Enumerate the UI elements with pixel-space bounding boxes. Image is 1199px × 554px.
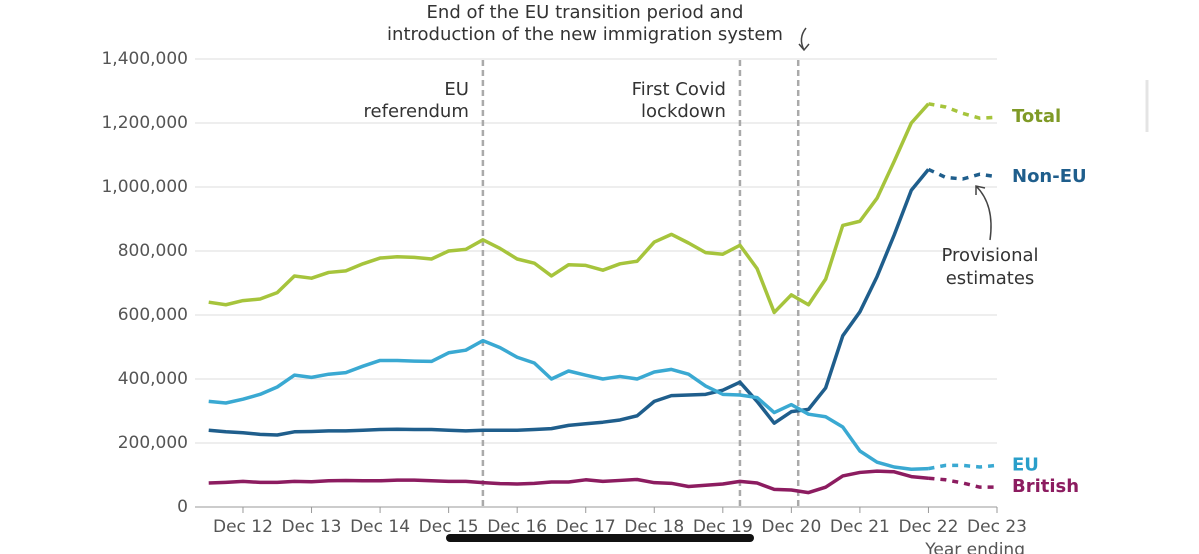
scrollbar [446, 534, 754, 542]
provisional-line [927, 167, 998, 181]
x-tick-label: Dec 17 [556, 517, 616, 537]
note-label: Provisional [941, 245, 1038, 266]
x-tick-label: Dec 23 [967, 517, 1027, 537]
note-label: estimates [946, 268, 1035, 289]
legend-label: Total [1012, 106, 1061, 127]
y-tick-label: 0 [177, 497, 188, 517]
provisional-line [928, 102, 998, 120]
legend-label: Non-EU [1012, 166, 1087, 187]
x-tick-label: Dec 12 [213, 517, 273, 537]
legend-label: British [1012, 476, 1079, 497]
series-line [208, 338, 929, 471]
x-tick-label: Dec 19 [693, 517, 753, 537]
series-line [208, 168, 930, 437]
arrow [975, 185, 992, 241]
y-tick-label: 200,000 [118, 433, 188, 453]
x-tick-label: Dec 15 [419, 517, 479, 537]
x-tick-label: Dec 22 [898, 517, 958, 537]
provisional-line [928, 463, 998, 471]
x-tick-label: Dec 14 [350, 517, 410, 537]
y-tick-label: 1,200,000 [101, 113, 188, 133]
x-tick-label: Dec 18 [624, 517, 684, 537]
legend-label: EU [1012, 454, 1039, 475]
y-tick-label: 400,000 [118, 369, 188, 389]
event-label: EU [444, 79, 469, 100]
x-axis-label: Year ending [924, 540, 1025, 554]
event-label: End of the EU transition period and [427, 2, 744, 23]
event-label: First Covid [632, 79, 726, 100]
event-label: lockdown [641, 101, 726, 122]
event-label: introduction of the new immigration syst… [387, 24, 783, 45]
x-tick-label: Dec 20 [761, 517, 821, 537]
event-label: referendum [364, 101, 469, 122]
series-line [208, 102, 930, 315]
y-tick-label: 600,000 [118, 305, 188, 325]
y-tick-label: 800,000 [118, 241, 188, 261]
provisional-line [928, 476, 997, 489]
y-tick-label: 1,400,000 [101, 49, 188, 69]
y-tick-label: 1,000,000 [101, 177, 188, 197]
arrow [798, 27, 810, 52]
x-tick-label: Dec 16 [487, 517, 547, 537]
x-tick-label: Dec 13 [282, 517, 342, 537]
series-line [208, 469, 929, 495]
x-tick-label: Dec 21 [830, 517, 890, 537]
